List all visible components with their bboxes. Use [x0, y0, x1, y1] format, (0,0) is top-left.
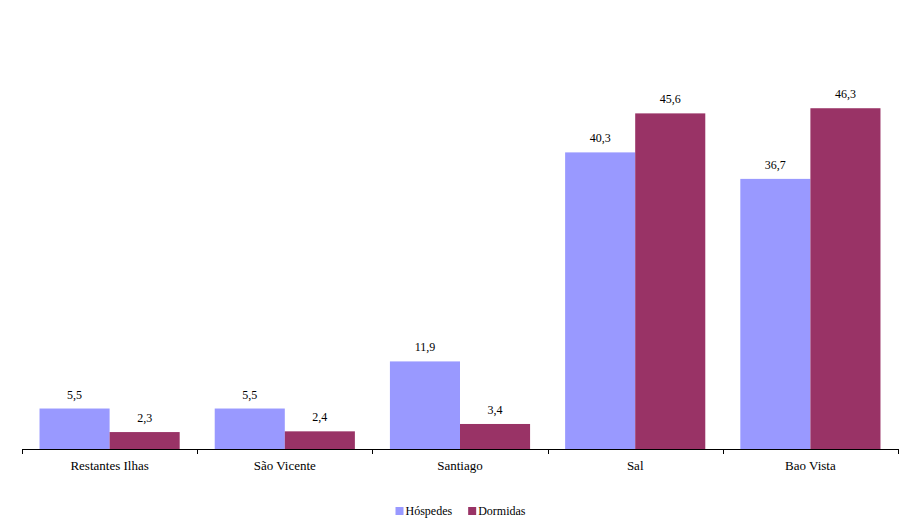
data-label: 5,5: [242, 388, 257, 402]
x-tick-label: Bao Vista: [785, 458, 836, 473]
bar: [40, 409, 110, 449]
data-label: 36,7: [765, 158, 786, 172]
chart-svg: 5,5 5,5 11,9 40,3 36,7 2,3 2,4 3,4 45,6 46,3 Resta…: [0, 0, 921, 532]
data-label: 45,6: [660, 92, 681, 106]
bar: [635, 113, 705, 449]
data-labels: 5,5 5,5 11,9 40,3 36,7 2,3 2,4 3,4 45,6 46,3: [67, 87, 856, 425]
category-separator: [548, 449, 549, 454]
x-tick-label: São Vicente: [254, 458, 316, 473]
data-label: 5,5: [67, 388, 82, 402]
legend-swatch: [396, 507, 404, 515]
category-separator: [22, 449, 23, 454]
category-separator: [723, 449, 724, 454]
x-axis: Restantes Ilhas São Vicente Santiago Sal Bao…: [22, 449, 899, 473]
legend-swatch: [468, 507, 476, 515]
category-separator: [898, 449, 899, 454]
x-tick-label: Restantes Ilhas: [70, 458, 148, 473]
legend-item: Dormidas: [468, 504, 526, 518]
legend: Hóspedes Dormidas: [396, 504, 526, 518]
data-label: 2,3: [137, 411, 152, 425]
bars: [40, 108, 881, 449]
category-separator: [197, 449, 198, 454]
x-tick-label: Sal: [627, 458, 644, 473]
bar: [215, 409, 285, 449]
data-label: 40,3: [590, 131, 611, 145]
axis-line: [22, 449, 898, 450]
data-label: 11,9: [415, 340, 436, 354]
bar: [810, 108, 880, 449]
chart-container: 5,5 5,5 11,9 40,3 36,7 2,3 2,4 3,4 45,6 46,3 Resta…: [0, 0, 921, 532]
bar: [110, 432, 180, 449]
bar: [285, 431, 355, 449]
bar: [740, 179, 810, 449]
category-separator: [372, 449, 373, 454]
bar: [565, 152, 635, 449]
legend-label: Dormidas: [478, 504, 526, 518]
bar: [390, 361, 460, 449]
data-label: 2,4: [312, 410, 327, 424]
bar: [460, 424, 530, 449]
x-tick-label: Santiago: [437, 458, 483, 473]
legend-label: Hóspedes: [406, 504, 453, 518]
legend-item: Hóspedes: [396, 504, 453, 518]
data-label: 46,3: [835, 87, 856, 101]
data-label: 3,4: [488, 403, 503, 417]
